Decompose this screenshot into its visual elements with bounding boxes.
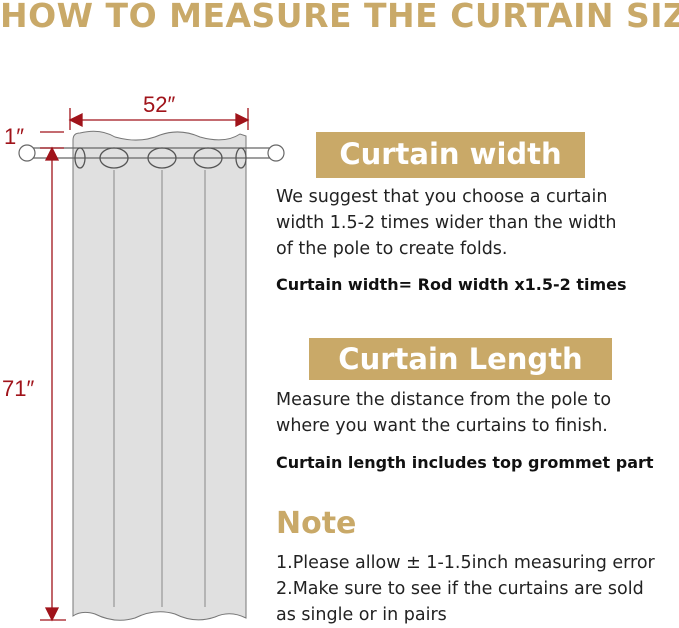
curtain-diagram xyxy=(18,108,285,622)
note-heading: Note xyxy=(276,506,357,541)
curtain-panel xyxy=(72,130,247,621)
note-list: 1.Please allow ± 1-1.5inch measuring err… xyxy=(276,553,655,625)
curtain-length-heading: Curtain Length xyxy=(309,338,612,380)
curtain-width-formula: Curtain width= Rod width x1.5-2 times xyxy=(276,275,627,294)
curtain-length-description: Measure the distance from the pole to wh… xyxy=(276,390,612,436)
curtain-width-description: We suggest that you choose a curtain wid… xyxy=(276,187,617,259)
curtain-width-heading: Curtain width xyxy=(316,132,585,178)
page-title: HOW TO MEASURE THE CURTAIN SIZE xyxy=(0,0,679,35)
curtain-rod xyxy=(18,144,285,162)
grommets xyxy=(74,147,247,169)
width-dimension-label: 52″ xyxy=(143,92,176,117)
curtain-length-formula: Curtain length includes top grommet part xyxy=(276,453,654,472)
length-dimension-label: 71″ xyxy=(2,376,35,401)
top-dimension-label: 1″ xyxy=(4,124,25,149)
dimension-lines xyxy=(40,108,250,622)
